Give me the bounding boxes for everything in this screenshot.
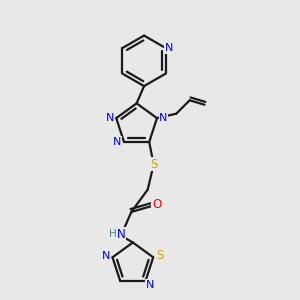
Text: O: O (152, 198, 161, 211)
Text: H: H (109, 229, 116, 239)
Text: N: N (165, 43, 173, 53)
Text: N: N (117, 228, 125, 241)
Text: N: N (113, 137, 122, 147)
Text: N: N (159, 113, 168, 123)
Text: N: N (106, 113, 114, 123)
Text: S: S (156, 249, 164, 262)
Text: S: S (150, 158, 158, 171)
Text: N: N (102, 251, 110, 261)
Text: N: N (146, 280, 154, 290)
